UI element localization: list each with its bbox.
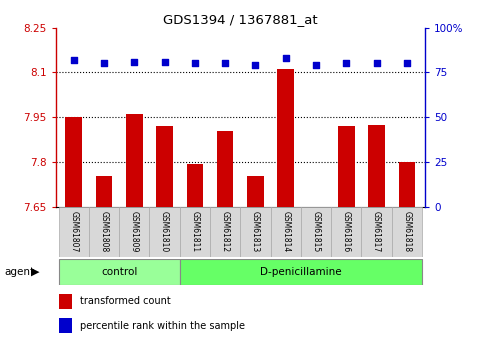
Bar — [398, 162, 415, 207]
Text: ▶: ▶ — [30, 267, 39, 277]
Text: agent: agent — [5, 267, 35, 277]
Text: GSM61812: GSM61812 — [221, 211, 229, 252]
Bar — [361, 207, 392, 257]
Text: GSM61814: GSM61814 — [281, 211, 290, 252]
Bar — [270, 207, 301, 257]
Bar — [89, 207, 119, 257]
Text: GSM61817: GSM61817 — [372, 211, 381, 252]
Point — [70, 57, 78, 63]
Bar — [338, 126, 355, 207]
Point — [221, 61, 229, 66]
Bar — [65, 117, 82, 207]
Text: GSM61807: GSM61807 — [69, 211, 78, 253]
Bar — [180, 207, 210, 257]
Bar — [58, 207, 89, 257]
Bar — [149, 207, 180, 257]
Bar — [277, 69, 294, 207]
Bar — [156, 126, 173, 207]
Point — [282, 55, 290, 61]
Point — [342, 61, 350, 66]
Bar — [59, 318, 72, 333]
Text: GSM61813: GSM61813 — [251, 211, 260, 252]
Text: GSM61810: GSM61810 — [160, 211, 169, 252]
Text: GSM61818: GSM61818 — [402, 211, 412, 252]
Bar — [59, 294, 72, 309]
Bar — [96, 176, 113, 207]
Text: GSM61816: GSM61816 — [342, 211, 351, 252]
Bar — [58, 259, 180, 285]
Bar — [119, 207, 149, 257]
Point — [161, 59, 169, 65]
Text: GSM61811: GSM61811 — [190, 211, 199, 252]
Bar — [241, 207, 270, 257]
Text: transformed count: transformed count — [80, 296, 170, 306]
Text: GSM61809: GSM61809 — [130, 211, 139, 253]
Point — [130, 59, 138, 65]
Bar — [247, 176, 264, 207]
Bar — [180, 259, 422, 285]
Point — [403, 61, 411, 66]
Bar — [217, 131, 233, 207]
Bar — [186, 164, 203, 207]
Bar — [126, 114, 142, 207]
Point — [252, 62, 259, 68]
Text: D-penicillamine: D-penicillamine — [260, 267, 341, 277]
Text: GSM61815: GSM61815 — [312, 211, 321, 252]
Bar — [331, 207, 361, 257]
Point — [373, 61, 381, 66]
Point — [191, 61, 199, 66]
Point — [100, 61, 108, 66]
Text: percentile rank within the sample: percentile rank within the sample — [80, 321, 244, 331]
Text: control: control — [101, 267, 137, 277]
Text: GSM61808: GSM61808 — [99, 211, 109, 252]
Bar — [368, 125, 385, 207]
Bar — [392, 207, 422, 257]
Title: GDS1394 / 1367881_at: GDS1394 / 1367881_at — [163, 13, 318, 27]
Point — [312, 62, 320, 68]
Bar — [210, 207, 241, 257]
Bar — [301, 207, 331, 257]
